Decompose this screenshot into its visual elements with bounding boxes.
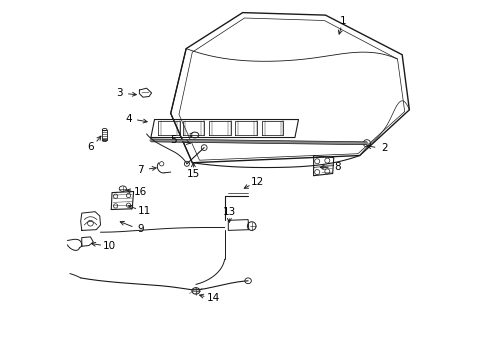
- Text: 6: 6: [87, 141, 94, 152]
- Text: 9: 9: [137, 224, 144, 234]
- Text: 2: 2: [380, 143, 386, 153]
- Text: 5: 5: [170, 135, 176, 145]
- Text: 15: 15: [186, 169, 200, 179]
- Text: 1: 1: [340, 16, 346, 26]
- Text: 11: 11: [138, 206, 151, 216]
- Text: 8: 8: [333, 162, 340, 172]
- Text: 7: 7: [137, 165, 143, 175]
- Text: 3: 3: [116, 88, 122, 98]
- Ellipse shape: [102, 129, 107, 131]
- Text: 16: 16: [133, 187, 146, 197]
- Ellipse shape: [192, 288, 200, 294]
- Text: 13: 13: [223, 207, 236, 217]
- Ellipse shape: [119, 186, 126, 192]
- Text: 14: 14: [206, 293, 219, 303]
- Text: 10: 10: [103, 241, 116, 251]
- Ellipse shape: [244, 278, 251, 284]
- Text: 4: 4: [125, 114, 131, 124]
- Ellipse shape: [190, 132, 199, 138]
- Ellipse shape: [102, 139, 107, 141]
- Text: 12: 12: [250, 177, 264, 187]
